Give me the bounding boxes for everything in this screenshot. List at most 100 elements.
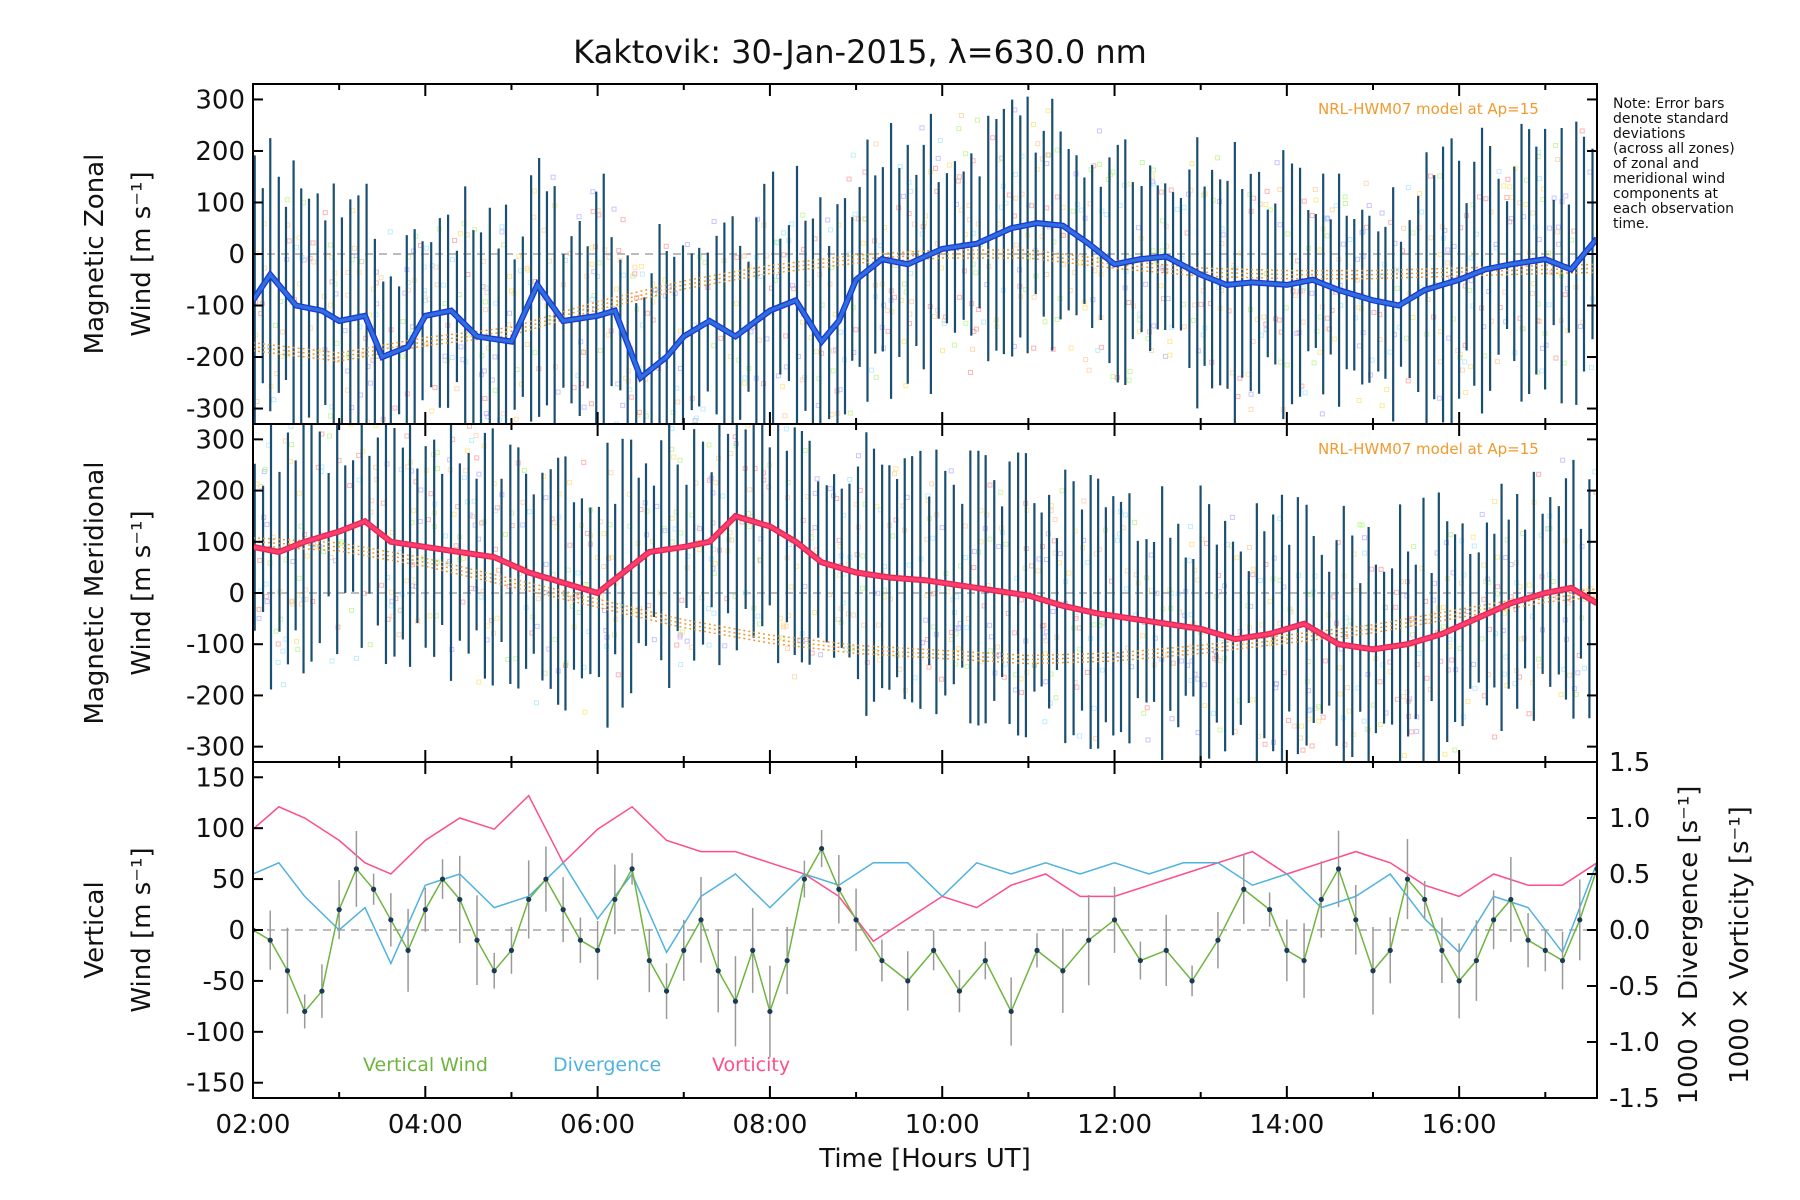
zone-point [1537, 663, 1543, 669]
zone-point [757, 273, 763, 279]
zone-point [679, 597, 685, 603]
zone-point [601, 563, 607, 569]
zone-point [632, 264, 638, 270]
zone-point [1496, 168, 1502, 174]
zone-point [1502, 610, 1508, 616]
zone-point [460, 599, 466, 605]
zone-point [1060, 261, 1066, 267]
y2-label-vorticity: 1000 × Vorticity [s⁻¹] [1725, 806, 1755, 1084]
zone-point [1235, 393, 1241, 399]
vertical-wind-point [353, 866, 359, 872]
zone-point [1471, 543, 1477, 549]
zone-point [400, 318, 406, 324]
zone-point [1195, 676, 1201, 682]
zone-point [1530, 210, 1536, 216]
zone-point [923, 617, 929, 623]
zone-point [1501, 183, 1507, 189]
zone-point [828, 227, 834, 233]
vertical-wind-point [629, 866, 635, 872]
zone-point [757, 621, 763, 627]
zone-point [483, 411, 489, 417]
zone-point [780, 622, 786, 628]
zone-point [615, 381, 621, 387]
zone-point [859, 585, 865, 591]
vertical-wind-point [474, 937, 480, 943]
zone-point [1001, 674, 1007, 680]
zone-point [775, 373, 781, 379]
zone-point [567, 542, 573, 548]
zone-point [483, 285, 489, 291]
zone-point [1246, 544, 1252, 550]
zone-point [500, 411, 506, 417]
zone-point [423, 298, 429, 304]
vertical-wind-point [439, 876, 446, 882]
vertical-wind-point [1060, 968, 1066, 974]
zone-point [1470, 534, 1476, 540]
zone-point [677, 365, 683, 371]
zone-point [541, 227, 547, 233]
zone-point [353, 655, 359, 661]
zone-point [1248, 406, 1254, 412]
zone-point [1066, 570, 1072, 576]
zone-point [1319, 411, 1325, 417]
zone-point [1529, 290, 1535, 296]
zone-point [962, 151, 968, 157]
zone-point [418, 487, 424, 493]
zone-point [873, 374, 879, 380]
zone-point [663, 243, 669, 249]
zone-point [289, 442, 295, 448]
y-tick-label: 200 [195, 477, 245, 507]
zone-point [971, 548, 977, 554]
zone-point [535, 596, 541, 602]
zone-point [1467, 287, 1473, 293]
note-line: Note: Error bars [1613, 96, 1724, 112]
zone-point [589, 401, 595, 407]
zone-point [1377, 679, 1383, 685]
zone-point [876, 657, 882, 663]
zone-point [624, 433, 628, 437]
zone-point [747, 524, 753, 530]
zone-point [1573, 691, 1579, 697]
zone-point [1091, 705, 1097, 711]
vertical-wind-point [388, 917, 394, 923]
zone-point [909, 299, 915, 305]
zone-point [493, 546, 499, 552]
zone-point [1043, 629, 1049, 635]
vertical-wind-point [1559, 957, 1566, 964]
zone-point [638, 263, 644, 269]
zone-point [1393, 604, 1399, 610]
zone-point [862, 169, 868, 175]
zone-point [827, 486, 833, 492]
zone-point [1526, 711, 1532, 717]
zone-point [1180, 301, 1186, 307]
y-tick-label: 100 [195, 814, 245, 844]
zone-point [1449, 657, 1455, 663]
zone-point [902, 281, 908, 287]
vertical-wind-point [750, 947, 756, 953]
y-tick-label: 300 [195, 85, 245, 115]
zone-point [1149, 587, 1155, 593]
zone-point [1403, 335, 1409, 341]
zone-point [1162, 353, 1168, 359]
zone-point [1003, 541, 1009, 547]
zone-point [576, 214, 582, 220]
zone-point [677, 634, 683, 640]
zone-point [699, 415, 703, 419]
zone-point [1556, 241, 1562, 247]
zone-point [502, 465, 506, 469]
note-line: time. [1613, 216, 1649, 232]
zone-point [264, 521, 270, 527]
zone-point [1187, 524, 1193, 530]
zone-point [543, 495, 549, 501]
zone-point [1076, 625, 1082, 631]
zone-point [691, 422, 697, 424]
zone-point [1031, 345, 1037, 351]
zone-point [1459, 367, 1465, 373]
zone-point [473, 433, 479, 439]
zone-point [1167, 352, 1173, 358]
x-axis-label: Time [Hours UT] [818, 1144, 1031, 1174]
zone-point [853, 327, 859, 333]
zone-point [1526, 582, 1532, 588]
zone-point [505, 656, 511, 662]
